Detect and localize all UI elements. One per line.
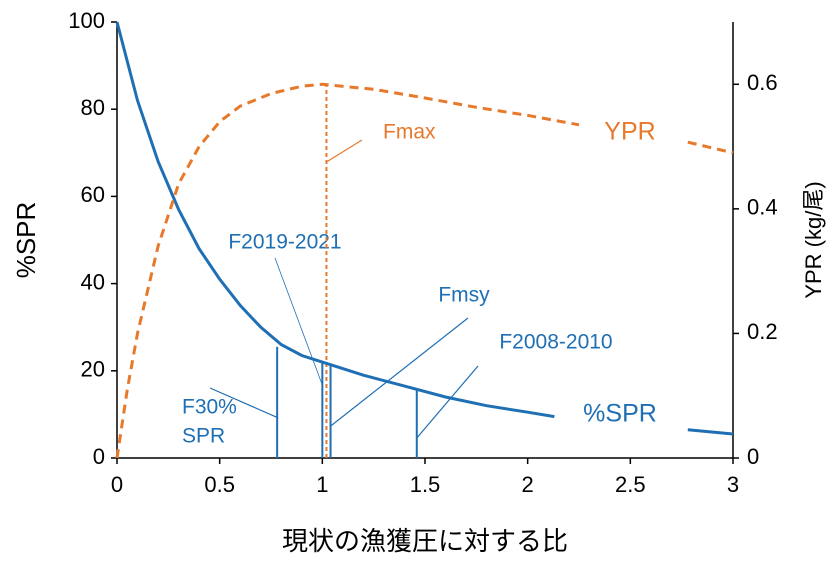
y-tick-label: 0 xyxy=(93,444,105,469)
reference-label: SPR xyxy=(182,425,225,448)
y2-tick-label: 0.2 xyxy=(747,319,778,344)
leader-line xyxy=(330,317,469,427)
leader-line xyxy=(326,139,363,163)
series-line xyxy=(115,82,734,459)
reference-label: Fmsy xyxy=(438,284,490,307)
leader-line xyxy=(209,387,278,418)
x-tick-label: 0.5 xyxy=(204,472,235,497)
y2-axis-label: YPR (kg/尾) xyxy=(801,181,826,298)
y2-tick-label: 0.6 xyxy=(747,70,778,95)
y2-tick-label: 0.4 xyxy=(747,195,778,220)
reference-label: F2008-2010 xyxy=(499,331,612,354)
series-line xyxy=(115,21,734,436)
y-tick-label: 60 xyxy=(81,182,105,207)
leader-line xyxy=(416,365,479,439)
y-axis-label: %SPR xyxy=(11,202,41,279)
reference-label: F2019-2021 xyxy=(228,231,341,254)
series-label: %SPR xyxy=(583,400,657,428)
x-axis-label: 現状の漁獲圧に対する比 xyxy=(282,526,568,556)
y-tick-label: 20 xyxy=(81,357,105,382)
y-tick-label: 40 xyxy=(81,269,105,294)
x-tick-label: 1 xyxy=(316,472,328,497)
reference-label: F30% xyxy=(182,396,237,419)
x-tick-label: 1.5 xyxy=(410,472,441,497)
x-tick-label: 0 xyxy=(111,472,123,497)
y-tick-label: 100 xyxy=(68,8,105,33)
reference-label: Fmax xyxy=(383,121,436,144)
leader-line xyxy=(274,257,323,386)
x-tick-label: 3 xyxy=(727,472,739,497)
y-tick-label: 80 xyxy=(81,95,105,120)
series-label: YPR xyxy=(604,118,655,146)
y2-tick-label: 0 xyxy=(747,444,759,469)
x-tick-label: 2 xyxy=(522,472,534,497)
x-tick-label: 2.5 xyxy=(615,472,646,497)
